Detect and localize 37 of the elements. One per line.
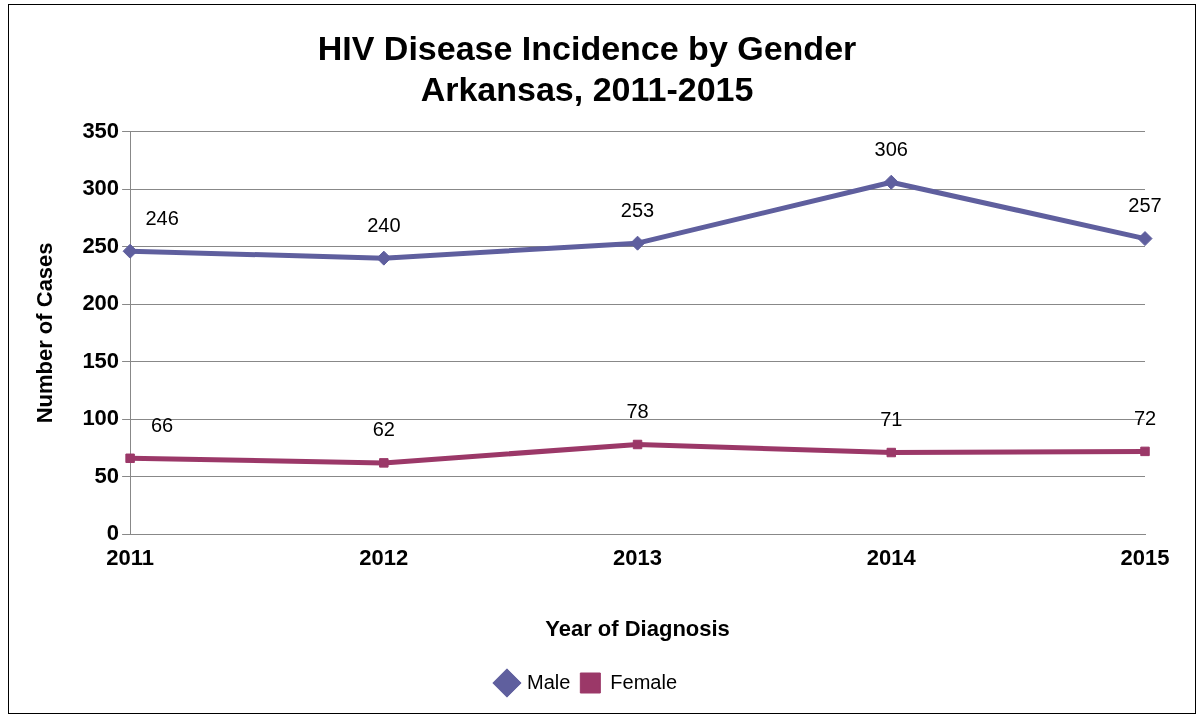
point xyxy=(632,439,643,450)
data-label: 306 xyxy=(874,137,908,160)
y-tick-label: 100 xyxy=(82,405,120,431)
data-label: 66 xyxy=(150,413,174,436)
x-tick-label: 2013 xyxy=(613,545,663,571)
x-tick-label: 2014 xyxy=(866,545,917,571)
data-label: 62 xyxy=(372,418,395,441)
data-label: 253 xyxy=(620,198,655,221)
y-tick-label: 350 xyxy=(82,117,120,143)
point xyxy=(1140,446,1150,457)
y-tick-label: 300 xyxy=(82,175,120,201)
legend-label: Female xyxy=(610,670,678,693)
point xyxy=(122,243,138,259)
data-label: 257 xyxy=(1128,194,1162,217)
point xyxy=(886,447,897,458)
point xyxy=(1137,231,1153,247)
y-tick-label: 250 xyxy=(82,232,120,258)
point xyxy=(125,453,135,464)
x-tick-label: 2011 xyxy=(106,545,154,571)
data-label: 71 xyxy=(880,408,903,431)
data-label: 72 xyxy=(1133,406,1157,429)
x-axis-title: Year of Diagnosis xyxy=(545,615,730,641)
y-tick-label: 0 xyxy=(106,520,120,546)
point xyxy=(883,174,899,190)
data-label: 78 xyxy=(626,399,649,422)
x-tick-label: 2012 xyxy=(359,545,409,571)
y-tick-label: 200 xyxy=(82,290,120,316)
point xyxy=(379,458,389,468)
data-label: 240 xyxy=(367,213,401,236)
chart-title: HIV Disease Incidence by Gender Arkansas, 2011-2015 xyxy=(317,28,857,108)
x-tick-label: 2015 xyxy=(1120,545,1170,571)
y-tick-label: 50 xyxy=(94,462,120,488)
point xyxy=(630,235,646,251)
y-tick-label: 150 xyxy=(82,347,120,373)
data-label: 246 xyxy=(145,206,179,229)
legend-label: Male xyxy=(526,670,571,693)
y-axis-title: Number of Cases xyxy=(32,242,58,424)
